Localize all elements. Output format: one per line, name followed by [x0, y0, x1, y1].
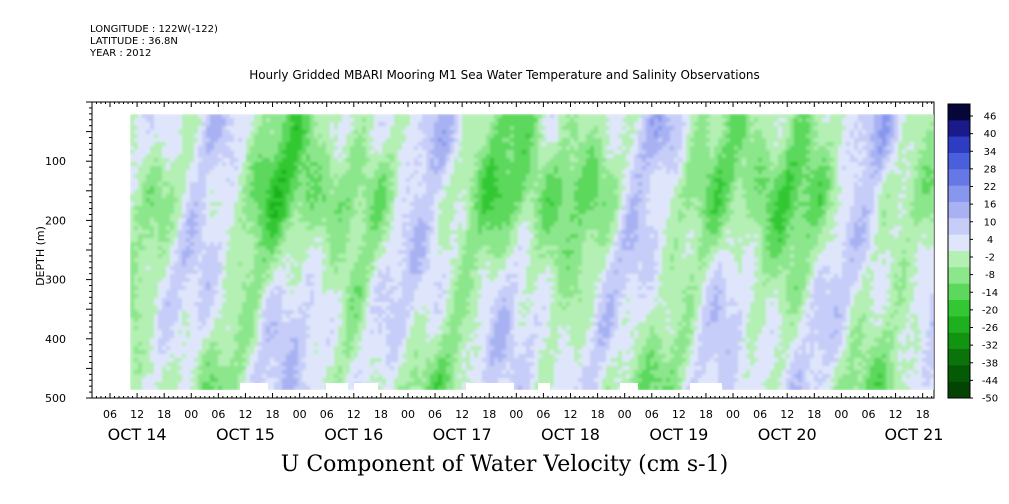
hour-tick-label: 06 [645, 408, 659, 421]
axes [86, 101, 933, 399]
colorbar: 46 40 34 28 22 16 10 4 -2 -8 -14 -20 -26 -32 -38 -44 -50 [947, 103, 998, 405]
missing-patch [240, 383, 268, 390]
colorbar-swatch [948, 349, 970, 366]
y-tick-label: 300 [45, 274, 66, 287]
hour-tick-label: 18 [916, 408, 930, 421]
hour-tick-label: 00 [726, 408, 740, 421]
colorbar-swatch [948, 267, 970, 284]
missing-patch [538, 383, 550, 390]
date-label: OCT 21 [885, 425, 944, 444]
colorbar-swatch [948, 169, 970, 186]
longitude-label: LONGITUDE : 122W(-122) [90, 24, 218, 35]
colorbar-label: 4 [987, 235, 993, 246]
colorbar-swatch [948, 365, 970, 382]
colorbar-label: 34 [984, 147, 997, 158]
colorbar-swatch [948, 185, 970, 203]
date-label: OCT 15 [216, 425, 275, 444]
missing-data-patches [240, 383, 722, 390]
hour-tick-label: 06 [428, 408, 442, 421]
hour-tick-label: 18 [374, 408, 388, 421]
hour-tick-label: 12 [672, 408, 686, 421]
hour-tick-label: 12 [564, 408, 578, 421]
colorbar-label: -38 [982, 358, 998, 369]
chart-title: Hourly Gridded MBARI Mooring M1 Sea Wate… [249, 68, 760, 82]
hour-tick-label: 18 [157, 408, 171, 421]
hour-tick-label: 06 [103, 408, 117, 421]
heatmap-field [130, 114, 934, 390]
colorbar-swatch [948, 218, 970, 235]
y-tick-label: 100 [45, 155, 66, 168]
colorbar-swatch [948, 381, 970, 399]
colorbar-label: 16 [984, 200, 997, 211]
hour-tick-label: 06 [536, 408, 550, 421]
hour-tick-label: 12 [455, 408, 469, 421]
hour-tick-label: 00 [509, 408, 523, 421]
colorbar-label: 40 [984, 129, 997, 140]
date-label: OCT 14 [108, 425, 167, 444]
colorbar-swatch [948, 104, 970, 121]
missing-patch [690, 383, 722, 390]
hour-tick-label: 18 [591, 408, 605, 421]
colorbar-label: 10 [984, 217, 997, 228]
colorbar-swatch [948, 202, 970, 219]
colorbar-swatch [948, 300, 970, 317]
hour-tick-label: 00 [401, 408, 415, 421]
date-label: OCT 17 [433, 425, 492, 444]
y-axis-label: DEPTH (m) [34, 226, 47, 286]
colorbar-label: 28 [984, 164, 997, 175]
hour-tick-label: 18 [482, 408, 496, 421]
hour-tick-label: 12 [780, 408, 794, 421]
colorbar-label: -26 [982, 323, 998, 334]
missing-patch [326, 383, 348, 390]
y-tick-label: 500 [45, 392, 66, 405]
colorbar-swatch [948, 120, 970, 137]
variable-title: U Component of Water Velocity (cm s-1) [280, 452, 729, 477]
hour-tick-label: 00 [184, 408, 198, 421]
hour-tick-label: 06 [211, 408, 225, 421]
missing-patch [354, 383, 378, 390]
hour-tick-label: 12 [347, 408, 361, 421]
colorbar-frame [947, 103, 971, 399]
date-label: OCT 20 [758, 425, 817, 444]
colorbar-label: -2 [985, 253, 995, 264]
colorbar-label: -8 [985, 270, 995, 281]
date-label: OCT 18 [541, 425, 600, 444]
colorbar-label: 22 [984, 182, 997, 193]
hour-tick-label: 12 [238, 408, 252, 421]
missing-patch [466, 383, 514, 390]
hour-tick-label: 06 [320, 408, 334, 421]
hour-tick-label: 18 [699, 408, 713, 421]
colorbar-label: -32 [982, 341, 998, 352]
hour-tick-label: 12 [889, 408, 903, 421]
colorbar-label: -44 [982, 376, 998, 387]
hour-tick-label: 00 [618, 408, 632, 421]
colorbar-swatch [948, 316, 970, 333]
colorbar-label: -14 [982, 288, 998, 299]
colorbar-swatch [948, 153, 970, 170]
y-tick-label: 200 [45, 214, 66, 227]
hour-tick-label: 06 [861, 408, 875, 421]
missing-patch [620, 383, 638, 390]
colorbar-label: -20 [982, 305, 998, 316]
date-label: OCT 16 [324, 425, 383, 444]
y-tick-label: 400 [45, 333, 66, 346]
hour-tick-label: 00 [834, 408, 848, 421]
date-label: OCT 19 [649, 425, 708, 444]
hour-tick-label: 18 [266, 408, 280, 421]
year-label: YEAR : 2012 [90, 48, 152, 59]
hour-tick-label: 00 [293, 408, 307, 421]
colorbar-swatch [948, 332, 970, 350]
colorbar-swatch [948, 283, 970, 301]
colorbar-swatch [948, 251, 970, 268]
colorbar-swatch [948, 234, 970, 252]
axis-labels: 100 200 300 400 500 06 12 18 00 06 12 18 00 06 12 18 00 0… [45, 155, 943, 444]
hour-tick-label: 18 [807, 408, 821, 421]
colorbar-label: 46 [984, 112, 997, 123]
hour-tick-label: 12 [130, 408, 144, 421]
hour-tick-label: 06 [753, 408, 767, 421]
colorbar-swatch [948, 136, 970, 154]
colorbar-label: -50 [982, 394, 998, 405]
latitude-label: LATITUDE : 36.8N [90, 36, 178, 47]
